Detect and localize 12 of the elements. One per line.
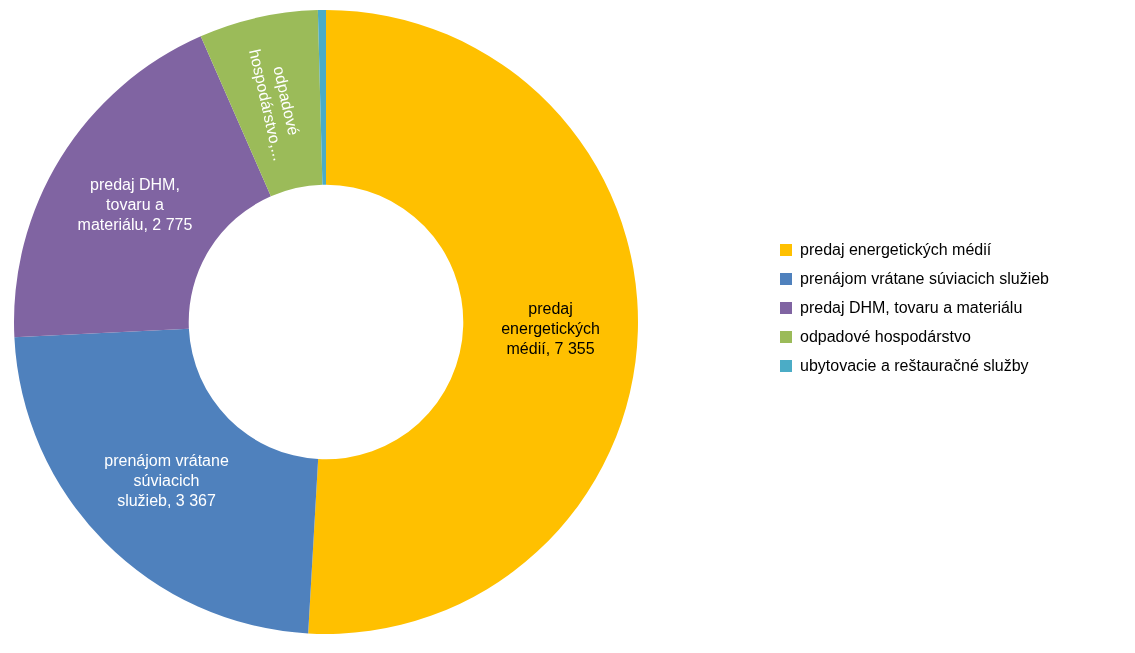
legend-label: prenájom vrátane súviacich služieb [800, 270, 1050, 287]
donut-slice [317, 10, 326, 185]
legend-label: odpadové hospodárstvo [800, 328, 971, 345]
donut-slice [14, 328, 319, 634]
legend-label: predaj DHM, tovaru a materiálu [800, 299, 1023, 316]
data-label: predaj energetických médií, 7 355 [501, 300, 600, 358]
legend-label: predaj energetických médií [800, 241, 992, 258]
donut-slice [308, 10, 638, 634]
donut-slice [200, 10, 323, 197]
data-label: prenájom vrátane súviacich služieb, 3 367 [104, 452, 229, 510]
legend-label: ubytovacie a reštauračné služby [800, 357, 1029, 374]
data-label: predaj DHM, tovaru a materiálu, 2 775 [77, 175, 193, 233]
